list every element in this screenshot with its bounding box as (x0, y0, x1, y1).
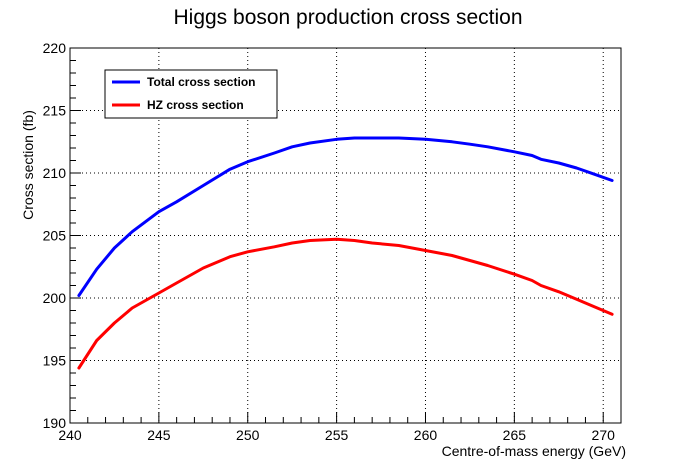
grid (70, 48, 621, 423)
y-tick-label: 210 (43, 165, 67, 181)
x-tick-label: 250 (236, 427, 260, 443)
x-tick-label: 255 (325, 427, 349, 443)
series-line-total (77, 136, 614, 297)
chart-title: Higgs boson production cross section (173, 6, 522, 29)
legend-label-total: Total cross section (147, 75, 255, 89)
x-axis-label: Centre-of-mass energy (GeV) (442, 443, 626, 459)
series-line-hz (77, 237, 614, 370)
x-tick-label: 260 (414, 427, 438, 443)
x-tick-label: 245 (147, 427, 171, 443)
y-tick-label: 205 (43, 228, 67, 244)
y-tick-label: 215 (43, 103, 67, 119)
x-tick-label: 265 (503, 427, 527, 443)
x-tick-label: 240 (58, 427, 82, 443)
legend-label-hz: HZ cross section (147, 98, 244, 112)
y-tick-label: 220 (43, 40, 67, 56)
y-tick-label: 200 (43, 290, 67, 306)
y-tick-label: 190 (43, 415, 67, 431)
legend-box (104, 69, 278, 119)
axes: 240 245 250 255 260 265 270 190 195 200 205 210 215 2… (43, 40, 622, 443)
series-lines (77, 136, 614, 370)
legend: Total cross section HZ cross section (104, 69, 278, 119)
x-tick-label: 270 (592, 427, 616, 443)
y-axis-label: Cross section (fb) (20, 110, 36, 220)
y-tick-label: 195 (43, 353, 67, 369)
